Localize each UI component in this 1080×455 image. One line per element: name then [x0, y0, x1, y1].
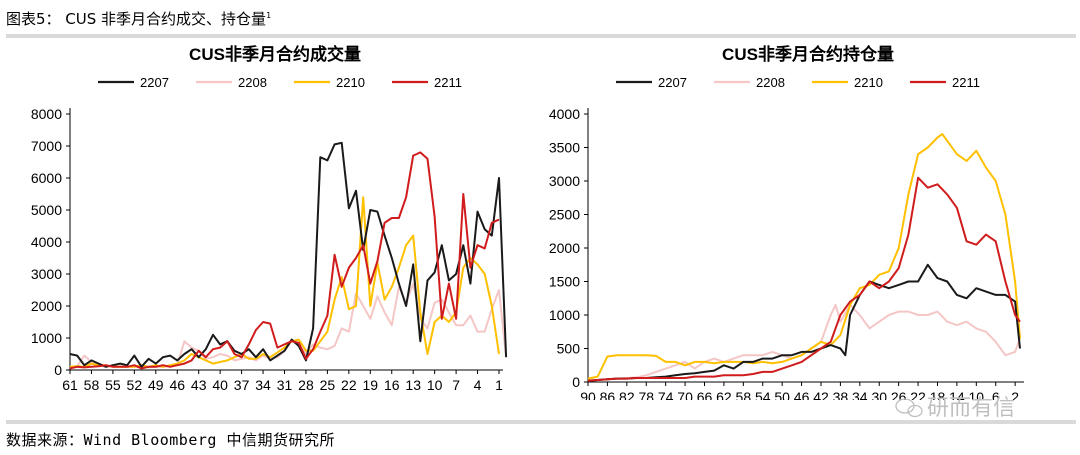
x-tick-label: 22 — [910, 389, 926, 400]
x-tick-label: 31 — [277, 377, 293, 393]
x-tick-label: 6 — [992, 389, 1000, 400]
x-tick-label: 46 — [169, 377, 185, 393]
x-tick-label: 1 — [495, 377, 503, 393]
legend-label-2207: 2207 — [658, 75, 687, 90]
y-tick-label: 1000 — [549, 307, 580, 323]
legend-label-2208: 2208 — [238, 75, 267, 90]
y-tick-label: 0 — [572, 374, 580, 390]
legend-label-2210: 2210 — [336, 75, 365, 90]
y-tick-label: 6000 — [31, 170, 62, 186]
x-tick-label: 70 — [677, 389, 693, 400]
legend-label-2211: 2211 — [434, 75, 462, 90]
legend-label-2208: 2208 — [756, 75, 785, 90]
x-tick-label: 42 — [813, 389, 829, 400]
y-tick-label: 8000 — [31, 106, 62, 122]
y-tick-label: 0 — [54, 362, 62, 378]
x-tick-label: 34 — [255, 377, 271, 393]
series-line-2208 — [588, 303, 1021, 381]
x-tick-label: 13 — [405, 377, 421, 393]
y-tick-label: 7000 — [31, 138, 62, 154]
x-tick-label: 66 — [697, 389, 713, 400]
legend-label-2207: 2207 — [140, 75, 169, 90]
x-tick-label: 38 — [833, 389, 849, 400]
x-tick-label: 62 — [716, 389, 732, 400]
legend-label-2211: 2211 — [952, 75, 980, 90]
chart-title: CUS非季月合约持仓量 — [722, 44, 894, 64]
y-tick-label: 4000 — [549, 106, 580, 122]
series-line-2211 — [69, 151, 500, 370]
x-tick-label: 25 — [320, 377, 336, 393]
x-tick-label: 49 — [148, 377, 164, 393]
x-tick-label: 2 — [1011, 389, 1019, 400]
x-tick-label: 90 — [580, 389, 596, 400]
x-tick-label: 14 — [949, 389, 965, 400]
series-line-2207 — [69, 141, 508, 368]
y-tick-label: 1000 — [31, 330, 62, 346]
x-tick-label: 61 — [62, 377, 78, 393]
x-tick-label: 46 — [794, 389, 810, 400]
y-tick-label: 5000 — [31, 202, 62, 218]
x-tick-label: 16 — [384, 377, 400, 393]
x-tick-label: 34 — [852, 389, 868, 400]
top-rule — [6, 34, 1076, 38]
x-tick-label: 40 — [212, 377, 228, 393]
x-tick-label: 26 — [891, 389, 907, 400]
x-tick-label: 54 — [755, 389, 771, 400]
y-tick-label: 1500 — [549, 274, 580, 290]
x-tick-label: 22 — [341, 377, 357, 393]
x-tick-label: 82 — [619, 389, 635, 400]
x-tick-label: 28 — [298, 377, 314, 393]
wechat-icon — [895, 398, 923, 418]
x-tick-label: 30 — [871, 389, 887, 400]
y-tick-label: 2000 — [31, 298, 62, 314]
figure-title: 图表5： CUS 非季月合约成交、持仓量1 — [6, 8, 271, 29]
x-tick-label: 7 — [452, 377, 460, 393]
y-tick-label: 4000 — [31, 234, 62, 250]
x-tick-label: 37 — [234, 377, 250, 393]
x-tick-label: 74 — [658, 389, 674, 400]
x-tick-label: 55 — [105, 377, 121, 393]
x-tick-label: 50 — [774, 389, 790, 400]
y-tick-label: 3500 — [549, 140, 580, 156]
series-line-2207 — [587, 263, 1021, 382]
y-tick-label: 3000 — [31, 266, 62, 282]
figure-header: 图表5： CUS 非季月合约成交、持仓量1 — [0, 0, 1080, 36]
x-tick-label: 58 — [736, 389, 752, 400]
y-tick-label: 3000 — [549, 173, 580, 189]
y-tick-label: 500 — [557, 341, 581, 357]
watermark-text: 研而有信 — [927, 395, 1015, 420]
x-tick-label: 86 — [600, 389, 616, 400]
x-tick-label: 10 — [427, 377, 443, 393]
figure-title-footnote: 1 — [266, 11, 272, 20]
x-tick-label: 52 — [127, 377, 143, 393]
data-source: 数据来源：Wind Bloomberg 中信期货研究所 — [6, 431, 335, 449]
figure-title-text: 图表5： CUS 非季月合约成交、持仓量 — [6, 10, 267, 28]
x-tick-label: 58 — [84, 377, 100, 393]
chart-title: CUS非季月合约成交量 — [189, 44, 361, 64]
x-tick-label: 19 — [363, 377, 379, 393]
legend-label-2210: 2210 — [854, 75, 883, 90]
x-tick-label: 10 — [969, 389, 985, 400]
watermark: 研而有信 — [895, 395, 1015, 420]
x-tick-label: 18 — [930, 389, 946, 400]
y-tick-label: 2500 — [549, 207, 580, 223]
y-tick-label: 2000 — [549, 240, 580, 256]
bottom-rule — [6, 420, 1076, 424]
x-tick-label: 43 — [191, 377, 207, 393]
x-tick-label: 4 — [474, 377, 482, 393]
series-line-2211 — [587, 176, 1021, 382]
series-line-2210 — [587, 133, 1021, 380]
x-tick-label: 78 — [638, 389, 654, 400]
